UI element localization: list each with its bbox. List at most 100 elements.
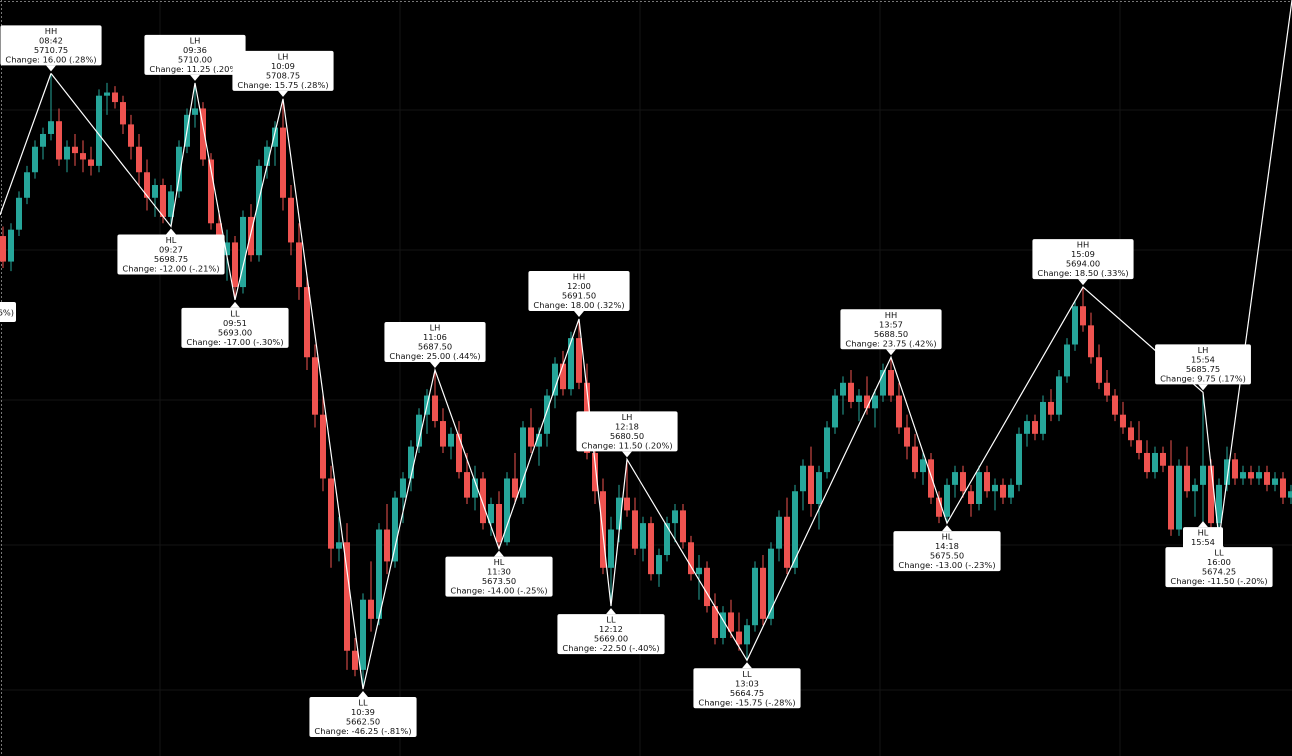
pivot-label-text: 5674.25 bbox=[1202, 567, 1236, 577]
pivot-label-text: Change: 18.50 (.33%) bbox=[1037, 268, 1128, 278]
candle-body bbox=[904, 427, 910, 447]
pivot-label-text: Change: 9.75 (.17%) bbox=[1160, 373, 1246, 383]
candle-body bbox=[440, 421, 446, 447]
pivot-label-pointer bbox=[606, 608, 616, 615]
candle-body bbox=[920, 459, 926, 473]
candles bbox=[0, 73, 1292, 690]
candle-body bbox=[552, 363, 558, 396]
pivot-label-text: 5680.50 bbox=[610, 431, 644, 441]
pivot-label-pointer bbox=[430, 362, 440, 369]
pivot-label-text: Change: 16.00 (.28%) bbox=[5, 54, 96, 64]
candle-body bbox=[432, 395, 438, 422]
pivot-label-text: 11:06 bbox=[423, 332, 447, 342]
pivot-label-text: 5694.00 bbox=[1066, 259, 1100, 269]
candle-body bbox=[288, 197, 294, 243]
pivot-label-pointer bbox=[46, 65, 56, 72]
candle-body bbox=[616, 497, 622, 530]
candle-body bbox=[416, 414, 422, 447]
candle-body bbox=[56, 121, 62, 160]
candle-body bbox=[392, 497, 398, 562]
pivot-label-box bbox=[1165, 547, 1273, 588]
candle-body bbox=[376, 529, 382, 619]
candle-body bbox=[944, 484, 950, 517]
pivot-label-text: 09:27 bbox=[159, 244, 183, 254]
candle-body bbox=[1256, 472, 1262, 479]
candle-body bbox=[40, 133, 46, 147]
pivot-label-text: 12:18 bbox=[615, 421, 639, 431]
pivot-label-box bbox=[840, 309, 942, 350]
candle-body bbox=[632, 510, 638, 549]
candle-body bbox=[792, 491, 798, 568]
candle-body bbox=[512, 478, 518, 498]
pivot-label-text: LL bbox=[742, 669, 752, 679]
candle-body bbox=[648, 523, 654, 575]
zigzag-line bbox=[50, 72, 1220, 690]
candle-body bbox=[1288, 491, 1292, 498]
candle-body bbox=[168, 191, 174, 217]
candle-body bbox=[832, 395, 838, 428]
candle-body bbox=[504, 478, 510, 543]
candle-body bbox=[1144, 452, 1150, 473]
candle-body bbox=[672, 510, 678, 524]
candle-body bbox=[704, 567, 710, 607]
pivot-label-text: 09:36 bbox=[183, 45, 207, 55]
pivot-label-box bbox=[445, 556, 553, 597]
candle-body bbox=[0, 236, 6, 262]
pivot-label-text: Change: 11.25 (.20%) bbox=[149, 64, 240, 74]
candle-body bbox=[1056, 376, 1062, 415]
pivot-label-text: 08:42 bbox=[39, 35, 63, 45]
pivot-label-pointer bbox=[166, 228, 176, 235]
candle-body bbox=[256, 165, 262, 256]
candle-body bbox=[608, 529, 614, 568]
pivot-label-text: Change: -14.00 (-.25%) bbox=[450, 586, 547, 596]
candle-body bbox=[768, 548, 774, 619]
candle-body bbox=[872, 395, 878, 409]
candle-body bbox=[1008, 484, 1014, 498]
candle-body bbox=[96, 95, 102, 166]
pivot-label-text: 5708.75 bbox=[266, 70, 300, 80]
candle-body bbox=[152, 185, 158, 198]
pivot-label-text: Change: 23.75 (.42%) bbox=[845, 338, 936, 348]
pivot-label-text: 5691.50 bbox=[562, 290, 596, 300]
candle-body bbox=[1264, 472, 1270, 485]
candle-body bbox=[992, 484, 998, 492]
pivot-label-pointer bbox=[622, 451, 632, 458]
candle-body bbox=[1016, 433, 1022, 485]
pivot-label-box bbox=[528, 270, 630, 311]
pivot-label-text: 10:39 bbox=[351, 707, 375, 717]
candle-body bbox=[464, 472, 470, 498]
candle-body bbox=[1128, 427, 1134, 441]
candle-body bbox=[784, 516, 790, 568]
candle-body bbox=[32, 146, 38, 173]
candle-body bbox=[1032, 421, 1038, 434]
candle-body bbox=[848, 382, 854, 402]
candle-body bbox=[856, 395, 862, 402]
candle-body bbox=[808, 465, 814, 504]
pivot-label-text: Change: 11.50 (.20%) bbox=[581, 440, 672, 450]
pivot-label-box bbox=[0, 25, 102, 66]
candle-body bbox=[984, 472, 990, 492]
pivot-label-pointer bbox=[358, 691, 368, 698]
pivot-label-text: Change: 15.75 (.28%) bbox=[237, 80, 328, 90]
candle-body bbox=[1064, 344, 1070, 377]
candle-body bbox=[1240, 472, 1246, 479]
candle-body bbox=[560, 363, 566, 390]
pivot-label-box bbox=[384, 322, 486, 363]
candle-body bbox=[120, 102, 126, 125]
pivot-label-text: LL bbox=[230, 308, 240, 318]
candle-body bbox=[824, 427, 830, 473]
candle-body bbox=[408, 446, 414, 479]
candle-body bbox=[344, 542, 350, 651]
pivot-label-pointer bbox=[494, 550, 504, 557]
candle-body bbox=[208, 159, 214, 224]
pivot-label-text: HL bbox=[166, 235, 177, 245]
pivot-label-text: 5675.50 bbox=[930, 551, 964, 561]
candle-body bbox=[352, 650, 358, 670]
